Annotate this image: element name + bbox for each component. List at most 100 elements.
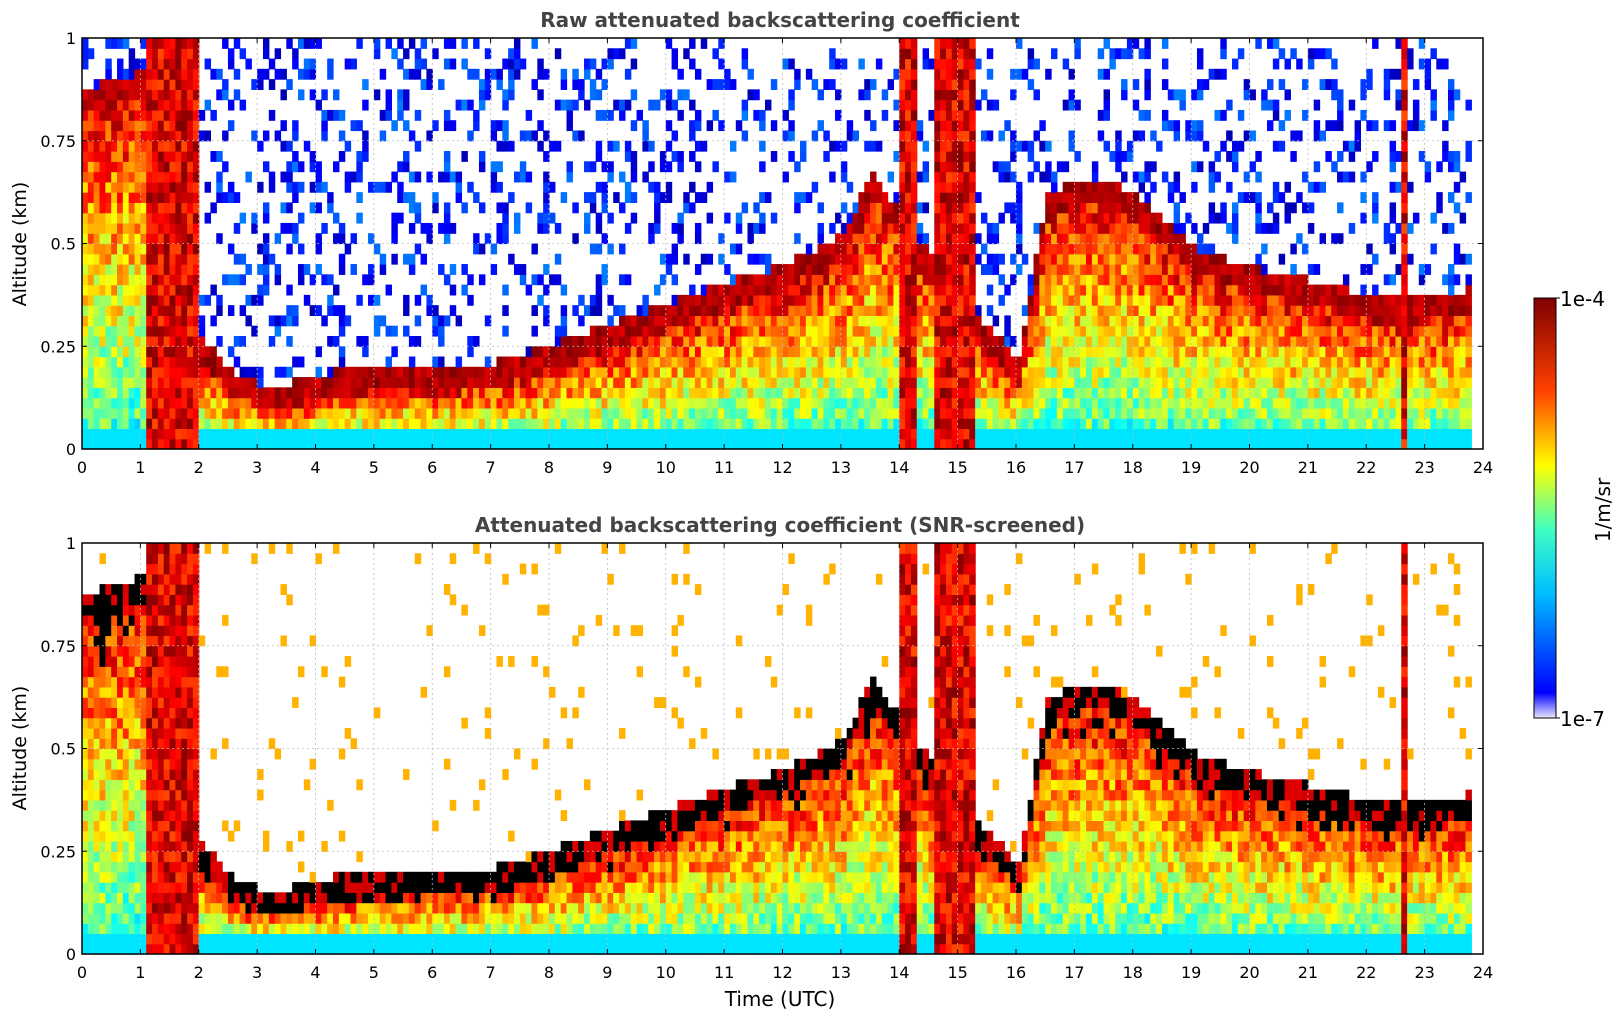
heatmap-cell	[835, 387, 842, 399]
heatmap-cell	[473, 38, 480, 49]
heatmap-cell	[572, 335, 579, 347]
heatmap-cell	[251, 387, 258, 399]
heatmap-cell	[764, 294, 772, 306]
heatmap-cell	[782, 438, 789, 450]
heatmap-cell	[934, 58, 941, 70]
heatmap-cell	[105, 294, 112, 306]
heatmap-cell	[1132, 233, 1140, 245]
heatmap-cell	[1150, 274, 1157, 286]
heatmap-cell	[403, 48, 410, 60]
heatmap-cell	[794, 305, 801, 317]
heatmap-cell	[531, 346, 538, 358]
heatmap-cell	[747, 274, 754, 286]
heatmap-cell	[724, 438, 731, 450]
heatmap-cell	[875, 305, 883, 317]
heatmap-cell	[870, 212, 877, 224]
chart-title: Raw attenuated backscattering coefficien…	[540, 8, 1020, 32]
heatmap-cell	[333, 387, 340, 399]
heatmap-cell	[1272, 356, 1280, 368]
heatmap-cell	[1220, 335, 1227, 347]
heatmap-cell	[1144, 325, 1151, 337]
heatmap-cell	[741, 387, 749, 399]
heatmap-cell	[642, 346, 649, 358]
heatmap-cell	[87, 181, 95, 193]
heatmap-cell	[117, 151, 124, 162]
heatmap-cell	[292, 48, 299, 60]
heatmap-cell	[1150, 130, 1157, 142]
heatmap-cell	[940, 48, 947, 60]
heatmap-cell	[887, 407, 895, 419]
heatmap-cell	[490, 264, 498, 275]
heatmap-cell	[344, 315, 352, 327]
heatmap-cell	[1185, 397, 1192, 409]
heatmap-cell	[899, 377, 906, 388]
heatmap-cell	[403, 387, 410, 399]
heatmap-cell	[128, 315, 136, 327]
heatmap-cell	[227, 120, 235, 132]
heatmap-cell	[1156, 253, 1163, 265]
heatmap-cell	[805, 315, 813, 327]
heatmap-cell	[554, 407, 562, 419]
heatmap-cell	[975, 418, 982, 430]
heatmap-cell	[671, 48, 679, 60]
heatmap-cell	[805, 284, 813, 296]
heatmap-cell	[1249, 346, 1256, 358]
heatmap-cell	[1132, 418, 1140, 430]
heatmap-cell	[1144, 79, 1151, 90]
heatmap-cell	[963, 264, 970, 275]
heatmap-cell	[117, 366, 124, 378]
heatmap-cell	[327, 387, 334, 399]
heatmap-cell	[940, 253, 947, 265]
heatmap-cell	[163, 79, 171, 90]
heatmap-cell	[420, 79, 428, 90]
heatmap-cell	[677, 294, 684, 306]
heatmap-cell	[537, 428, 544, 440]
heatmap-cell	[916, 397, 924, 409]
heatmap-cell	[1237, 109, 1245, 121]
heatmap-cell	[1214, 407, 1221, 419]
heatmap-cell	[1267, 315, 1274, 327]
heatmap-cell	[1068, 99, 1075, 111]
heatmap-cell	[741, 407, 749, 419]
heatmap-cell	[566, 171, 573, 183]
heatmap-cell	[93, 305, 101, 317]
heatmap-cell	[753, 109, 760, 121]
heatmap-cell	[315, 243, 322, 255]
heatmap-cell	[1196, 58, 1204, 70]
heatmap-cell	[1249, 438, 1256, 450]
heatmap-cell	[975, 253, 982, 265]
heatmap-cell	[1056, 335, 1064, 347]
heatmap-cell	[461, 407, 468, 419]
heatmap-cell	[951, 438, 959, 450]
heatmap-cell	[899, 171, 906, 183]
heatmap-cell	[957, 243, 965, 255]
heatmap-cell	[700, 140, 708, 152]
heatmap-cell	[1144, 109, 1151, 121]
heatmap-cell	[852, 222, 859, 234]
heatmap-cell	[245, 438, 252, 450]
heatmap-cell	[484, 366, 492, 378]
heatmap-cell	[986, 99, 994, 111]
heatmap-cell	[350, 418, 357, 430]
heatmap-cell	[1121, 202, 1128, 214]
heatmap-cell	[262, 407, 270, 419]
heatmap-cell	[893, 387, 900, 399]
heatmap-cell	[1132, 438, 1140, 450]
heatmap-cell	[805, 68, 813, 80]
heatmap-cell	[315, 99, 322, 111]
heatmap-cell	[1278, 294, 1286, 306]
heatmap-cell	[1091, 284, 1099, 296]
heatmap-cell	[350, 397, 357, 409]
heatmap-cell	[268, 438, 276, 450]
heatmap-cell	[455, 397, 463, 409]
heatmap-cell	[811, 284, 819, 296]
heatmap-cell	[782, 294, 789, 306]
heatmap-cell	[671, 335, 679, 347]
heatmap-cell	[899, 233, 906, 245]
heatmap-cell	[192, 387, 200, 399]
heatmap-cell	[566, 377, 573, 388]
heatmap-cell	[1103, 99, 1110, 111]
heatmap-cell	[753, 428, 760, 440]
heatmap-cell	[992, 407, 1000, 419]
heatmap-cell	[169, 151, 176, 162]
